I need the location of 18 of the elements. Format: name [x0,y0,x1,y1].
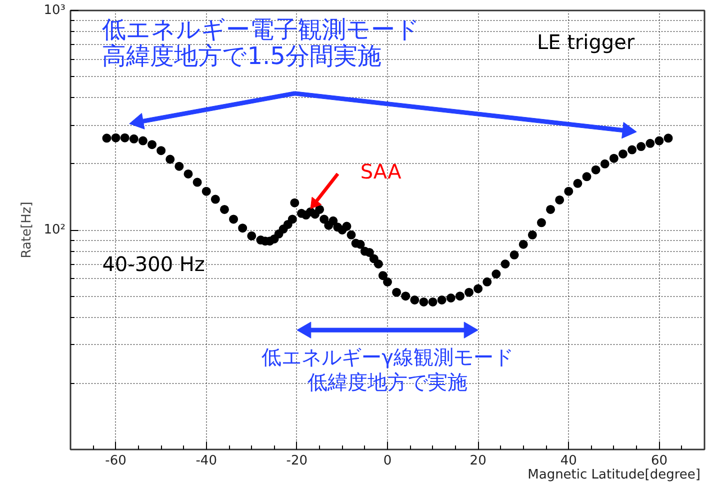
annotation: 低エネルギーγ線観測モード [262,344,514,369]
x-tick-label: -40 [196,454,217,468]
x-tick-label: 0 [383,454,392,468]
x-tick-label: 60 [650,454,668,468]
x-tick-label: 40 [560,454,577,468]
x-axis-title: Magnetic Latitude[degree] [528,468,701,482]
annotation: 高緯度地方で1.5分間実施 [102,42,382,70]
x-tick-label: -60 [105,454,126,468]
x-tick-label: 20 [470,454,486,468]
annotation: 低緯度地方で実施 [308,370,468,394]
x-tick-label: -20 [286,454,308,468]
y-axis-title: Rate[Hz] [20,202,35,258]
annotation: SAA [360,159,402,184]
annotation: 40-300 Hz [102,252,205,276]
y-tick-label: 10² [44,222,66,238]
annotation: 低エネルギー電子観測モード [102,15,420,44]
annotation: LE trigger [536,30,636,54]
y-tick-label: 10³ [44,3,66,18]
